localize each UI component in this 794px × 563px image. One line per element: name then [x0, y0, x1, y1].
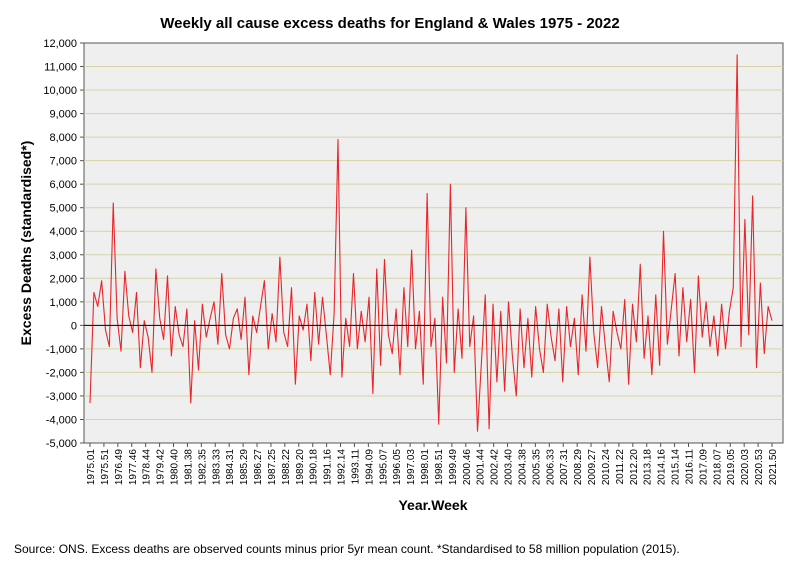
y-tick-label: 3,000 — [49, 250, 77, 262]
x-tick-label: 1990.18 — [309, 449, 320, 486]
x-tick-label: 2015.14 — [671, 449, 682, 486]
x-tick-label: 2005.35 — [531, 449, 542, 486]
x-tick-label: 1995.07 — [378, 449, 389, 486]
x-tick-label: 1984.31 — [225, 449, 236, 486]
x-tick-label: 2020.03 — [740, 449, 751, 486]
y-tick-label: -2,000 — [46, 367, 77, 379]
x-tick-label: 1989.20 — [295, 449, 306, 486]
x-tick-label: 1998.51 — [434, 449, 445, 486]
series-layer — [89, 54, 773, 432]
x-tick-label: 1981.38 — [183, 449, 194, 486]
y-tick-label: 1,000 — [49, 297, 77, 309]
x-tick-label: 2017.09 — [698, 449, 709, 486]
x-tick-label: 2001.44 — [476, 449, 487, 486]
y-tick-label: 6,000 — [49, 179, 77, 191]
x-tick-label: 2014.16 — [657, 449, 668, 486]
y-tick-label: -4,000 — [46, 414, 77, 426]
chart-title: Weekly all cause excess deaths for Engla… — [160, 15, 619, 32]
y-tick-label: 11,000 — [44, 62, 77, 74]
x-tick-label: 1979.42 — [156, 449, 167, 486]
x-tick-label: 1991.16 — [323, 449, 334, 486]
x-tick-label: 2011.22 — [615, 449, 626, 485]
x-tick-label: 2004.38 — [517, 449, 528, 486]
x-tick-label: 2006.33 — [545, 449, 556, 486]
y-tick-label: 4,000 — [49, 226, 77, 238]
x-tick-label: 1977.46 — [128, 449, 139, 486]
x-tick-label: 1994.09 — [364, 449, 375, 486]
x-tick-label: 1997.03 — [406, 449, 417, 486]
y-tick-label: -3,000 — [46, 391, 77, 403]
y-tick-label: 12,000 — [43, 38, 77, 50]
x-tick-label: 2008.29 — [573, 449, 584, 486]
y-tick-label: 8,000 — [49, 132, 77, 144]
x-tick-label: 1978.44 — [142, 449, 153, 486]
plot-area — [83, 42, 784, 444]
y-tick-label: 2,000 — [49, 273, 77, 285]
x-tick-label: 2009.27 — [587, 449, 598, 486]
x-tick-label: 1980.40 — [170, 449, 181, 486]
x-tick-label: 2021.50 — [768, 449, 779, 486]
x-tick-label: 1993.11 — [350, 449, 361, 485]
x-tick-label: 2003.40 — [504, 449, 515, 486]
y-tick-label: 0 — [71, 320, 77, 332]
x-tick-label: 1982.35 — [197, 449, 208, 486]
x-axis-title: Year.Week — [398, 497, 467, 513]
x-tick-label: 1985.29 — [239, 449, 250, 486]
y-axis: -5,000 -4,000 -3,000 -2,000 -1,000 0 1,000 2,00… — [43, 38, 84, 450]
y-tick-label: 10,000 — [43, 85, 77, 97]
x-axis: 1975.01 1975.51 1976.49 1977.46 1978.44 1979.… — [86, 443, 779, 485]
y-tick-label: 7,000 — [49, 156, 77, 168]
x-tick-label: 1976.49 — [114, 449, 125, 486]
x-tick-label: 2000.46 — [462, 449, 473, 486]
x-tick-label: 1987.25 — [267, 449, 278, 486]
x-tick-label: 2012.20 — [629, 449, 640, 486]
x-tick-label: 2002.42 — [490, 449, 501, 486]
x-tick-label: 1986.27 — [253, 449, 264, 486]
y-tick-label: -5,000 — [46, 438, 77, 450]
excess-deaths-series-line — [89, 54, 773, 432]
y-tick-label: -1,000 — [46, 344, 77, 356]
x-tick-label: 1975.01 — [86, 449, 97, 486]
x-tick-label: 1992.14 — [337, 449, 348, 486]
x-tick-label: 2019.05 — [726, 449, 737, 486]
x-tick-label: 2018.07 — [712, 449, 723, 486]
x-tick-label: 1998.01 — [420, 449, 431, 486]
x-tick-label: 1996.05 — [392, 449, 403, 486]
y-tick-label: 9,000 — [49, 109, 77, 121]
x-tick-label: 1983.33 — [211, 449, 222, 486]
x-tick-label: 2016.11 — [684, 449, 695, 485]
x-tick-label: 1999.49 — [448, 449, 459, 486]
x-tick-label: 1975.51 — [100, 449, 111, 486]
y-tick-label: 5,000 — [49, 203, 77, 215]
x-tick-label: 1988.22 — [281, 449, 292, 486]
x-tick-label: 2020.53 — [754, 449, 765, 486]
x-tick-label: 2010.24 — [601, 449, 612, 486]
gridlines — [84, 66, 783, 420]
x-tick-label: 2007.31 — [559, 449, 570, 486]
source-note: Source: ONS. Excess deaths are observed … — [14, 542, 680, 556]
x-tick-label: 2013.18 — [643, 449, 654, 486]
y-axis-title: Excess Deaths (standardised*) — [18, 141, 34, 346]
